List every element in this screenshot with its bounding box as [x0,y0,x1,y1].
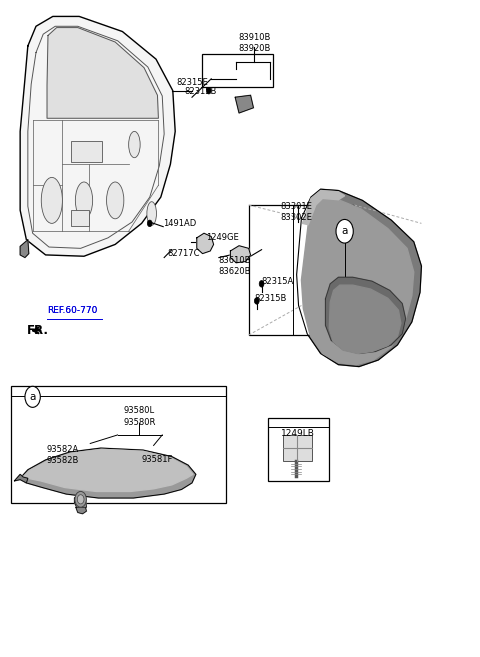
Bar [202,54,273,87]
Text: FR.: FR. [26,324,48,337]
Circle shape [25,386,40,407]
Bar [249,205,354,335]
Text: 82717C: 82717C [167,249,200,258]
Polygon shape [235,95,253,113]
Ellipse shape [41,177,62,223]
Text: 1491AD: 1491AD [163,219,196,228]
Polygon shape [20,240,29,258]
Polygon shape [20,16,175,256]
Text: 82315B: 82315B [254,294,287,303]
Polygon shape [329,285,401,353]
Text: a: a [29,392,36,402]
Text: 1249LB: 1249LB [281,429,314,438]
Ellipse shape [75,182,93,219]
Polygon shape [76,507,86,514]
Text: 83610B
83620B: 83610B 83620B [218,256,251,276]
Polygon shape [301,198,414,365]
Polygon shape [74,498,86,511]
Text: 1249GE: 1249GE [206,233,239,242]
Text: REF.60-770: REF.60-770 [47,306,97,315]
Polygon shape [297,189,421,367]
Bar [268,418,329,481]
Circle shape [147,220,152,227]
Bar [11,386,226,503]
Text: 83910B
83920B: 83910B 83920B [238,33,271,53]
Polygon shape [325,277,406,353]
Ellipse shape [147,202,156,225]
Circle shape [259,281,264,287]
Text: REF.60-770: REF.60-770 [47,306,97,315]
Polygon shape [23,449,193,491]
Text: 82315A: 82315A [262,277,294,286]
Polygon shape [20,448,196,498]
Text: 83301E
83302E: 83301E 83302E [281,202,312,221]
Circle shape [77,495,84,504]
Text: 93582A
93582B: 93582A 93582B [46,445,79,464]
Polygon shape [302,191,345,225]
Ellipse shape [129,131,140,158]
Polygon shape [14,474,28,483]
Text: 93581F: 93581F [142,455,173,464]
Text: 93580L
93580R: 93580L 93580R [123,407,156,426]
Ellipse shape [107,182,124,219]
Bar [283,435,312,461]
Text: a: a [341,226,348,237]
Polygon shape [47,28,158,118]
Text: 82315E: 82315E [177,78,208,87]
Circle shape [254,298,259,304]
Text: 82315B: 82315B [185,87,217,97]
Circle shape [336,219,353,243]
Polygon shape [230,246,251,263]
Circle shape [75,491,86,507]
Bar [71,141,102,162]
Polygon shape [197,233,214,254]
Circle shape [206,87,211,94]
Bar [71,210,89,226]
